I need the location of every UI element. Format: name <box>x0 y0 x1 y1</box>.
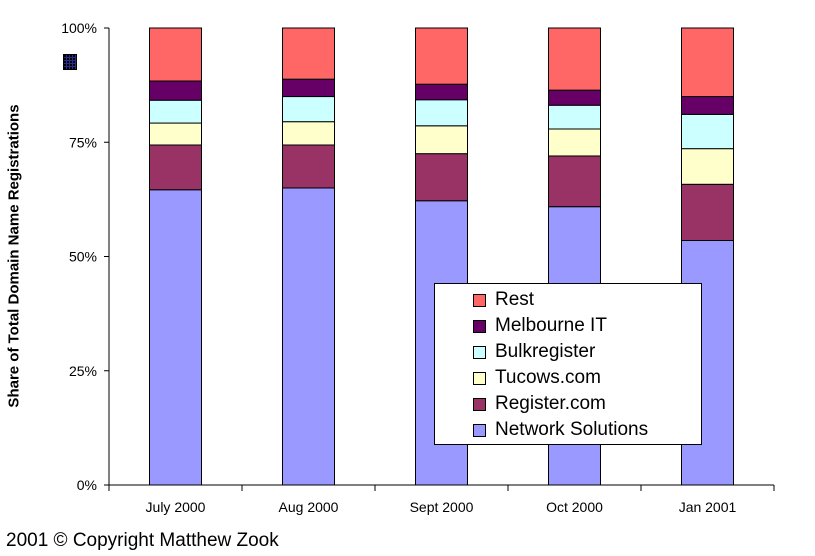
bar-register-com-july-2000 <box>149 144 202 191</box>
x-tick-label-oct-2000: Oct 2000 <box>546 499 603 515</box>
legend-swatch-register <box>473 397 486 411</box>
legend-item-melbourne-it: Melbourne IT <box>473 313 701 339</box>
bar-rest-aug-2000 <box>282 27 335 80</box>
bar-rest-jan-2001 <box>681 27 734 98</box>
bar-bulkregister-oct-2000 <box>548 104 601 130</box>
bar-melbourne-it-jan-2001 <box>681 96 734 115</box>
bar-rest-oct-2000 <box>548 27 601 91</box>
legend-item-register: Register.com <box>473 391 701 417</box>
bar-melbourne-it-july-2000 <box>149 80 202 101</box>
copyright-text: 2001 © Copyright Matthew Zook <box>6 530 279 551</box>
legend-item-network-solutions: Network Solutions <box>473 417 701 443</box>
y-tick-label-0: 0% <box>77 477 97 493</box>
bar-tucows-com-july-2000 <box>149 122 202 146</box>
legend-item-rest: Rest <box>473 287 701 313</box>
bar-bulkregister-jan-2001 <box>681 113 734 150</box>
bar-rest-july-2000 <box>149 27 202 82</box>
bar-rest-sept-2000 <box>415 27 468 85</box>
bar-network-solutions-july-2000 <box>149 189 202 486</box>
y-tick-label-25: 25% <box>69 363 97 379</box>
bar-tucows-com-aug-2000 <box>282 121 335 146</box>
legend: Rest Melbourne IT Bulkregister Tucows.co… <box>434 283 702 445</box>
bar-bulkregister-sept-2000 <box>415 99 468 127</box>
legend-item-tucows: Tucows.com <box>473 365 701 391</box>
y-tick-label-75: 75% <box>69 134 97 150</box>
legend-swatch-network-solutions <box>473 423 486 437</box>
bar-melbourne-it-aug-2000 <box>282 78 335 98</box>
legend-swatch-tucows <box>473 371 486 385</box>
bar-melbourne-it-sept-2000 <box>415 83 468 101</box>
bar-register-com-oct-2000 <box>548 155 601 208</box>
grid-glyph-icon <box>63 54 77 70</box>
bar-register-com-jan-2001 <box>681 183 734 242</box>
legend-swatch-rest <box>473 293 486 307</box>
bar-network-solutions-aug-2000 <box>282 187 335 486</box>
legend-label-register: Register.com <box>495 393 606 414</box>
y-tick-label-50: 50% <box>69 249 97 265</box>
bar-bulkregister-july-2000 <box>149 99 202 124</box>
y-tick-label-100: 100% <box>61 20 97 36</box>
legend-swatch-melbourne-it <box>473 319 486 333</box>
bar-register-com-sept-2000 <box>415 153 468 202</box>
legend-label-bulkregister: Bulkregister <box>495 341 596 362</box>
x-tick-label-sept-2000: Sept 2000 <box>410 499 474 515</box>
bar-tucows-com-oct-2000 <box>548 128 601 157</box>
legend-label-network-solutions: Network Solutions <box>495 419 649 440</box>
bar-tucows-com-sept-2000 <box>415 125 468 155</box>
legend-item-bulkregister: Bulkregister <box>473 339 701 365</box>
legend-swatch-bulkregister <box>473 345 486 359</box>
bar-tucows-com-jan-2001 <box>681 148 734 185</box>
x-tick-label-jan-2001: Jan 2001 <box>679 499 737 515</box>
bar-register-com-aug-2000 <box>282 144 335 189</box>
bar-bulkregister-aug-2000 <box>282 96 335 123</box>
x-tick-label-aug-2000: Aug 2000 <box>279 499 339 515</box>
legend-label-melbourne-it: Melbourne IT <box>495 315 607 336</box>
legend-label-rest: Rest <box>495 289 535 310</box>
y-axis-label: Share of Total Domain Name Registrations <box>5 104 23 408</box>
bar-melbourne-it-oct-2000 <box>548 89 601 106</box>
legend-label-tucows: Tucows.com <box>495 367 601 388</box>
x-tick-label-july-2000: July 2000 <box>146 499 206 515</box>
